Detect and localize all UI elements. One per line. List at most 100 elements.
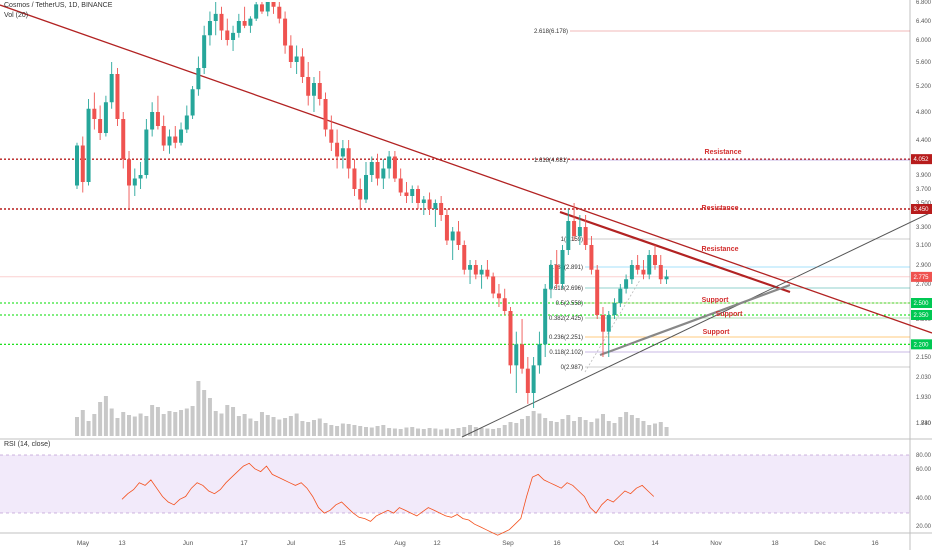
ascending-channel [599, 283, 791, 357]
time-axis-tick: 13 [118, 540, 126, 547]
fib-level-label: 1(3.159) [561, 237, 583, 243]
volume-bar [86, 421, 91, 436]
candle-body [219, 13, 224, 31]
candle-body [80, 145, 85, 182]
candle-body [502, 298, 507, 311]
volume-bar [364, 427, 368, 436]
resistance-label: Resistance [702, 205, 739, 212]
time-axis-tick: Sep [502, 540, 514, 547]
candle-body [635, 265, 640, 270]
candle-body [358, 189, 363, 200]
candle-body [444, 215, 449, 241]
volume-bar [543, 418, 548, 436]
volume-bar [502, 425, 507, 436]
volume-bar [531, 411, 536, 436]
candle-body [317, 83, 322, 99]
time-axis-tick: 16 [871, 540, 879, 547]
price-axis-tick: 2.700 [916, 282, 932, 288]
candle-body [323, 99, 328, 130]
candle-body [127, 159, 132, 186]
volume-legend[interactable]: Vol (20) [4, 12, 29, 19]
time-axis-tick: 18 [771, 540, 779, 547]
volume-bar [109, 408, 114, 436]
candle-body [606, 315, 611, 332]
volume-bar [485, 428, 490, 436]
volume-bar [80, 410, 85, 436]
fib-level-label: 0.786(2.891) [549, 265, 583, 271]
time-axis-tick: 14 [651, 540, 659, 547]
volume-bar [202, 390, 207, 436]
volume-bar [340, 423, 345, 436]
price-badge-label: 2.200 [913, 342, 929, 348]
candle-body [583, 227, 588, 245]
symbol-title[interactable]: Cosmos / TetherUS, 1D, BINANCE [4, 2, 113, 9]
candle-body [202, 35, 207, 68]
fib-level-label: 0.236(2.251) [549, 335, 583, 341]
candle-body [537, 344, 542, 366]
volume-bar [323, 423, 328, 436]
candle-body [496, 293, 501, 299]
volume-bar [92, 414, 97, 436]
candle-body [456, 231, 461, 245]
price-badge [911, 271, 932, 282]
candle-body [265, 2, 270, 12]
volume-bar [271, 417, 276, 436]
candle-body [641, 269, 646, 275]
price-axis-tick: 2.030 [916, 375, 932, 381]
volume-bar [138, 413, 143, 436]
price-badge [911, 154, 932, 165]
candle-body [508, 311, 513, 366]
candle-body [161, 126, 166, 146]
candle-body [150, 112, 155, 130]
price-badge-label: 4.052 [913, 157, 929, 163]
volume-bar [306, 422, 311, 436]
candle-body [352, 168, 357, 189]
candle-body [566, 221, 571, 250]
price-axis-tick: 6.400 [916, 19, 932, 25]
candle-body [346, 148, 351, 169]
candle-body [554, 265, 559, 284]
candle-body [468, 265, 473, 270]
volume-bar [468, 425, 473, 436]
price-badge-label: 2.500 [913, 301, 929, 307]
candle-body [525, 368, 530, 393]
volume-bar [115, 418, 120, 436]
volume-bar [329, 425, 334, 436]
price-badge [911, 339, 932, 350]
volume-bar [427, 428, 432, 436]
candle-body [225, 30, 230, 40]
price-axis-tick: 3.900 [916, 173, 932, 179]
candle-body [462, 245, 467, 270]
volume-bar [618, 417, 623, 436]
candle-body [190, 89, 195, 116]
candle-body [340, 148, 345, 157]
volume-bar [473, 427, 478, 436]
volume-bar [98, 402, 103, 436]
volume-bar [335, 426, 340, 436]
price-axis-tick: 6.800 [916, 0, 932, 6]
candle-body [144, 129, 149, 175]
price-axis-tick: 1.930 [916, 395, 932, 401]
volume-bar [190, 406, 195, 436]
candle-body [231, 32, 236, 40]
rsi-axis-tick: 40.00 [916, 496, 932, 502]
volume-bar [479, 428, 484, 436]
volume-bar [491, 429, 496, 436]
candle-body [612, 303, 617, 315]
price-badge-label: 2.350 [913, 313, 929, 319]
volume-bar [606, 421, 611, 436]
volume-bar [444, 428, 449, 436]
volume-bar [225, 405, 230, 436]
candle-body [548, 265, 553, 289]
candle-body [439, 203, 444, 215]
candle-body [473, 265, 478, 275]
candle-body [75, 145, 79, 186]
candle-body [196, 68, 201, 90]
descending-trendline [0, 4, 932, 334]
candle-body [624, 279, 629, 289]
price-badge-label: 3.450 [913, 207, 929, 213]
ascending-trendline [461, 211, 932, 438]
rsi-legend[interactable]: RSI (14, close) [4, 441, 51, 448]
volume-bar [508, 422, 513, 436]
